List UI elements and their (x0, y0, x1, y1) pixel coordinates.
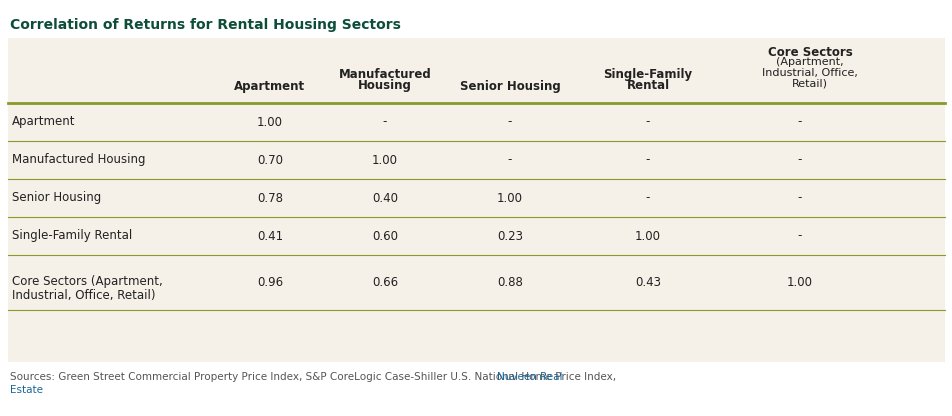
Text: 0.40: 0.40 (371, 191, 398, 205)
Text: Industrial, Office, Retail): Industrial, Office, Retail) (12, 289, 155, 302)
Text: Apartment: Apartment (234, 80, 306, 93)
Text: -: - (797, 116, 802, 129)
Text: Single-Family Rental: Single-Family Rental (12, 230, 132, 243)
Text: 1.00: 1.00 (634, 230, 661, 243)
Text: Core Sectors: Core Sectors (766, 46, 851, 59)
Text: 1.00: 1.00 (497, 191, 523, 205)
Text: 0.60: 0.60 (371, 230, 398, 243)
Text: Core Sectors (Apartment,: Core Sectors (Apartment, (12, 275, 163, 289)
FancyBboxPatch shape (8, 38, 944, 362)
Text: 0.78: 0.78 (257, 191, 283, 205)
Text: 0.96: 0.96 (257, 276, 283, 289)
Text: 1.00: 1.00 (257, 116, 283, 129)
Text: 0.70: 0.70 (257, 154, 283, 166)
Text: 0.88: 0.88 (497, 276, 523, 289)
Text: (Apartment,: (Apartment, (775, 57, 843, 67)
Text: -: - (507, 154, 511, 166)
Text: Correlation of Returns for Rental Housing Sectors: Correlation of Returns for Rental Housin… (10, 18, 401, 32)
Text: Manufactured: Manufactured (338, 68, 431, 81)
Text: 0.41: 0.41 (257, 230, 283, 243)
Text: 1.00: 1.00 (371, 154, 398, 166)
Text: Single-Family: Single-Family (603, 68, 692, 81)
Text: -: - (507, 116, 511, 129)
Text: 0.66: 0.66 (371, 276, 398, 289)
Text: -: - (797, 230, 802, 243)
Text: -: - (383, 116, 387, 129)
Text: 0.43: 0.43 (634, 276, 661, 289)
Text: -: - (645, 191, 649, 205)
Text: Apartment: Apartment (12, 116, 75, 129)
Text: Rental: Rental (625, 79, 669, 92)
Text: Estate: Estate (10, 385, 43, 395)
Text: -: - (645, 116, 649, 129)
Text: Manufactured Housing: Manufactured Housing (12, 154, 146, 166)
Text: Senior Housing: Senior Housing (459, 80, 560, 93)
Text: Senior Housing: Senior Housing (12, 191, 101, 205)
Text: Sources: Green Street Commercial Property Price Index, S&P CoreLogic Case-Shille: Sources: Green Street Commercial Propert… (10, 372, 619, 382)
Text: Housing: Housing (358, 79, 411, 92)
Text: -: - (645, 154, 649, 166)
Text: Nuveen Real: Nuveen Real (497, 372, 562, 382)
Text: -: - (797, 154, 802, 166)
Text: 0.23: 0.23 (497, 230, 523, 243)
Text: -: - (797, 191, 802, 205)
Text: Industrial, Office,: Industrial, Office, (762, 68, 857, 78)
Text: Retail): Retail) (791, 79, 827, 89)
Text: 1.00: 1.00 (786, 276, 812, 289)
